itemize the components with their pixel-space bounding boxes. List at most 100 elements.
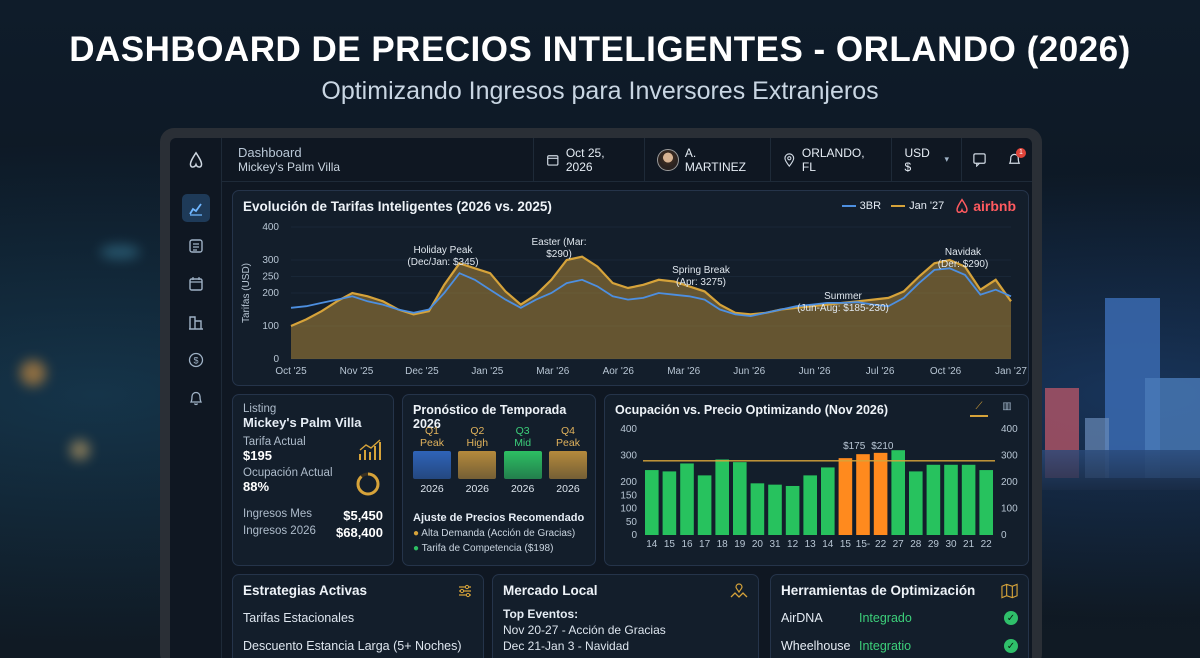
- legend-item: 3BR: [841, 200, 881, 212]
- logo-icon[interactable]: [182, 146, 210, 174]
- bar: [926, 464, 941, 535]
- rate-value: $195: [243, 448, 272, 463]
- x-tick-label: 15: [664, 539, 676, 550]
- svg-text:$: $: [193, 356, 198, 366]
- notifications-button[interactable]: 1: [997, 138, 1032, 182]
- lake-reflection: [1040, 450, 1200, 490]
- tool-row[interactable]: Wheelhouse Integratio ✓: [781, 639, 1018, 653]
- x-tick-label: 14: [646, 539, 658, 550]
- dollar-icon[interactable]: $: [182, 346, 210, 374]
- user-menu[interactable]: A. MARTINEZ: [644, 138, 770, 182]
- chart-annotation: (Jun-Aug: $185-230): [797, 303, 889, 314]
- bell-icon[interactable]: [182, 384, 210, 412]
- notification-badge: 1: [1016, 147, 1026, 158]
- x-tick-label: 15: [840, 539, 852, 550]
- monitor-frame: $ Dashboard Mickey's Palm Villa Oct 25, …: [160, 128, 1042, 658]
- bar: [803, 475, 817, 535]
- chart-annotation: Summer: [824, 291, 862, 302]
- x-tick-label: 12: [787, 539, 799, 550]
- bar: [680, 463, 694, 535]
- chevron-down-icon: ▾: [944, 154, 949, 164]
- strategy-item[interactable]: Descuento Estancia Larga (5+ Noches): [243, 639, 462, 653]
- calendar-icon[interactable]: [182, 270, 210, 298]
- quarter-item: Q3 Mid 2026: [503, 425, 542, 495]
- y2-tick-label: 100: [1001, 504, 1018, 515]
- season-forecast-panel: Pronóstico de Temporada 2026 Q1 Peak 2026 Q…: [402, 394, 596, 566]
- chart-icon[interactable]: [182, 194, 210, 222]
- x-tick-label: Mar '26: [667, 366, 700, 377]
- x-tick-label: 14: [822, 539, 834, 550]
- y2-tick-label: 400: [1001, 424, 1018, 435]
- map-icon[interactable]: [1001, 583, 1018, 599]
- bar: [891, 450, 905, 535]
- legend-item: Jan '27: [891, 200, 944, 212]
- y-tick-label: 100: [620, 504, 637, 515]
- y-tick-label: 200: [262, 288, 279, 299]
- tool-name: Wheelhouse: [781, 639, 851, 653]
- optimization-tools-panel: Herramientas de Optimización AirDNA Inte…: [770, 574, 1029, 658]
- panel-title: Evolución de Tarifas Inteligentes (2026 …: [243, 199, 552, 214]
- panel-title: Herramientas de Optimización: [781, 583, 976, 598]
- location-selector[interactable]: ORLANDO, FL: [770, 138, 891, 182]
- strategy-item[interactable]: Tarifas Estacionales: [243, 611, 355, 625]
- chart-annotation: Holiday Peak: [414, 245, 474, 256]
- bar-view-toggle[interactable]: ▥: [1002, 401, 1012, 412]
- quarter-level: High: [466, 437, 489, 449]
- y-tick-label: 400: [262, 222, 279, 233]
- y-tick-label: 300: [620, 451, 637, 462]
- rate-label: Tarifa Actual: [243, 436, 306, 448]
- line-view-toggle[interactable]: ⟋: [970, 401, 988, 417]
- x-tick-label: 28: [910, 539, 922, 550]
- page-title: DASHBOARD DE PRECIOS INTELIGENTES - ORLA…: [69, 30, 1131, 69]
- y-tick-label: 100: [262, 321, 279, 332]
- avatar: [657, 148, 679, 171]
- x-tick-label: 27: [893, 539, 905, 550]
- date-picker[interactable]: Oct 25, 2026: [533, 138, 644, 182]
- page-subtitle: Optimizando Ingresos para Inversores Ext…: [321, 77, 879, 105]
- bar: [662, 471, 677, 535]
- messages-button[interactable]: [961, 138, 997, 182]
- income-month-value: $5,450: [343, 508, 383, 523]
- y-tick-label: 0: [631, 530, 637, 541]
- x-tick-label: 20: [752, 539, 764, 550]
- chart-annotation: Easter (Mar:: [531, 237, 586, 248]
- x-tick-label: Jan '25: [471, 366, 503, 377]
- x-tick-label: 30: [945, 539, 957, 550]
- map-pin-icon[interactable]: [730, 583, 748, 599]
- y-tick-label: 250: [262, 272, 279, 283]
- sidebar: $: [170, 138, 222, 658]
- bar: [785, 485, 800, 535]
- list-icon[interactable]: [182, 232, 210, 260]
- chart-annotation: (Dec/Jan: $345): [407, 257, 478, 268]
- series-line: [290, 267, 1012, 318]
- bar: [979, 470, 993, 535]
- bar: [733, 462, 747, 535]
- x-tick-label: 31: [769, 539, 781, 550]
- quarter-label: Q2: [470, 425, 485, 437]
- bokeh-light: [100, 245, 140, 259]
- series-line: [290, 255, 1012, 328]
- quarter-year: 2026: [510, 483, 535, 495]
- y2-tick-label: 300: [1001, 451, 1018, 462]
- x-tick-label: Dec '25: [405, 366, 439, 377]
- sliders-icon[interactable]: [457, 583, 473, 599]
- tool-row[interactable]: AirDNA Integrado ✓: [781, 611, 1018, 625]
- quarter-item: Q4 Peak 2026: [548, 425, 587, 495]
- listing-label: Listing: [243, 403, 277, 415]
- currency-selector[interactable]: USD $ ▾: [891, 138, 961, 182]
- panel-title: Ocupación vs. Precio Optimizando (Nov 20…: [615, 403, 888, 417]
- quarter-year: 2026: [556, 483, 580, 495]
- x-tick-label: Jul '26: [866, 366, 895, 377]
- adjust-title: Ajuste de Precios Recomendado: [413, 512, 585, 524]
- breadcrumb: Dashboard Mickey's Palm Villa: [222, 145, 533, 174]
- tool-status: Integratio: [859, 639, 912, 653]
- building-icon[interactable]: [182, 308, 210, 336]
- y-tick-label: 300: [262, 255, 279, 266]
- occupancy-bar-chart: 0 50 100 150 200 300 400 0 100 200 300 400 14 15 16 17 1…: [620, 424, 1018, 550]
- bar: [856, 454, 870, 535]
- panel-title: Estrategias Activas: [243, 583, 368, 598]
- property-label: Mickey's Palm Villa: [238, 160, 341, 174]
- x-tick-label: 16: [681, 539, 693, 550]
- series-area: [291, 256, 1011, 359]
- rate-evolution-chart: 0 100 200 250 300 400 Tarifas (USD) Oct '25 Nov …: [241, 222, 1027, 377]
